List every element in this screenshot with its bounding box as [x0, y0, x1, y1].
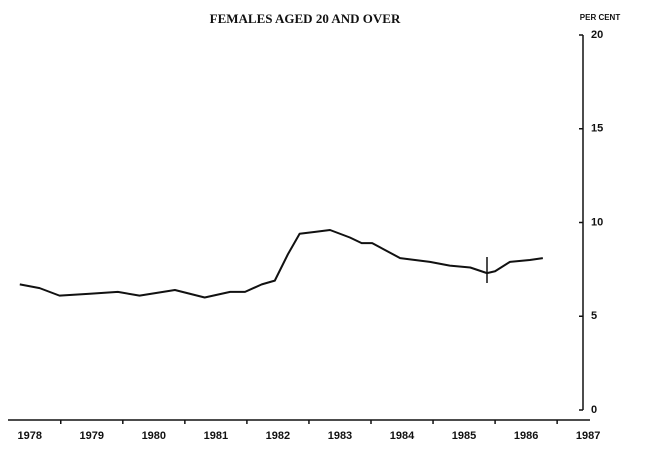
x-tick-label: 1982 [266, 430, 290, 442]
y-axis-label: PER CENT [580, 13, 621, 22]
x-tick-label: 1978 [17, 430, 41, 442]
x-tick-label: 1979 [80, 430, 104, 442]
x-tick-label: 1985 [452, 430, 476, 442]
y-tick-label: 5 [591, 310, 597, 322]
y-tick-label: 15 [591, 123, 603, 135]
line-series [19, 229, 543, 299]
x-tick-label: 1983 [328, 430, 352, 442]
y-tick-label: 10 [591, 216, 603, 228]
x-tick-label: 1986 [514, 430, 538, 442]
x-tick-label: 1987 [576, 430, 600, 442]
chart-title: FEMALES AGED 20 AND OVER [210, 11, 401, 26]
x-tick-label: 1980 [142, 430, 166, 442]
x-tick-label: 1981 [204, 430, 228, 442]
x-tick-label: 1984 [390, 430, 415, 442]
y-tick-label: 0 [591, 404, 597, 416]
y-tick-label: 20 [591, 29, 603, 41]
